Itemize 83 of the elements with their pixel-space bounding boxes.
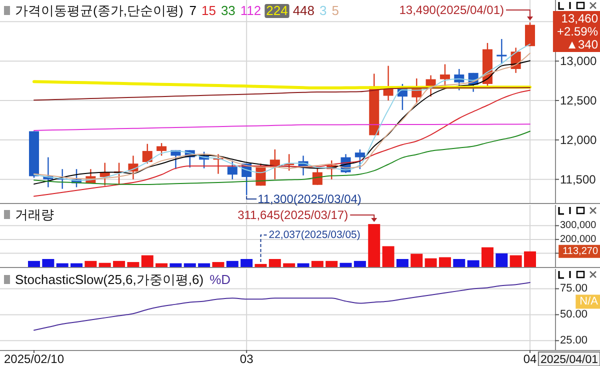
candlestick [496, 38, 507, 65]
chart-title: 가격이동평균(종가,단순이평) [15, 3, 184, 18]
bar [254, 264, 267, 267]
bar [70, 263, 83, 267]
line-series [32, 80, 532, 90]
y-tick-label: 12,000 [560, 132, 598, 147]
x-tick-label: 04 [523, 352, 537, 366]
bar [226, 260, 238, 267]
bar [28, 260, 40, 267]
bar [396, 259, 408, 267]
bar [438, 257, 451, 267]
bar [127, 262, 140, 267]
bar [240, 259, 253, 267]
x-tick-label: 2025/02/10 [4, 352, 64, 366]
line-series [34, 87, 530, 101]
y-tick-label: 300,000 [560, 220, 597, 232]
bar [42, 259, 54, 267]
y-tick-label: 50.00 [560, 308, 588, 321]
bar [311, 260, 324, 267]
bar [481, 247, 494, 267]
y-tick-label: 25.00 [560, 334, 588, 347]
bar [340, 262, 352, 267]
candlestick [354, 148, 365, 170]
bar [382, 246, 394, 267]
candlestick [312, 166, 322, 186]
bar [368, 224, 380, 267]
bar [510, 255, 522, 267]
candlestick [426, 74, 436, 98]
line-series [34, 130, 530, 185]
bar [156, 263, 168, 267]
text: ▲340 [566, 38, 598, 52]
candlestick [156, 142, 167, 156]
text: 2025/04/01 [540, 354, 598, 366]
text: 224 [266, 3, 288, 18]
bar [297, 263, 310, 267]
series-label: %D [210, 272, 231, 287]
bar [113, 260, 126, 267]
text: 7 [189, 3, 197, 18]
bar [268, 259, 281, 267]
text: 13,460 [561, 12, 598, 26]
bar [524, 251, 536, 267]
text: 15 [202, 3, 216, 18]
bar [354, 260, 366, 267]
text: N/A [580, 296, 599, 308]
y-tick-label: 11,500 [560, 172, 596, 186]
y-tick-label: 75.00 [560, 282, 588, 295]
bar [212, 262, 224, 267]
bar [184, 263, 196, 267]
text: 3 [320, 3, 327, 18]
text: 5 [332, 3, 339, 18]
candlestick [525, 22, 535, 47]
y-tick-label: 12,500 [560, 94, 598, 108]
bar [410, 254, 423, 267]
annotation: 311,645(2025/03/17) [238, 208, 348, 222]
text: 113,270 [562, 246, 598, 257]
chart-title: StochasticSlow(25,6,가중이평,6) [15, 272, 204, 287]
text: 112 [240, 3, 262, 18]
chart-title: 거래량 [15, 207, 54, 222]
bar [283, 263, 296, 267]
bar [467, 260, 480, 267]
text: 448 [292, 3, 315, 18]
candlestick [440, 64, 450, 87]
bar [56, 263, 68, 267]
annotation: 13,490(2025/04/01) [399, 3, 504, 17]
annotation: 22,037(2025/03/05) [268, 229, 360, 241]
text: +2.59% [556, 24, 598, 38]
bar [84, 260, 97, 267]
y-tick-label: 13,000 [560, 54, 598, 68]
bar [326, 260, 338, 267]
bar [198, 263, 210, 267]
y-tick-label: 200,000 [560, 234, 597, 245]
bar [170, 263, 182, 267]
text: 33 [220, 3, 236, 18]
bar [141, 255, 154, 267]
candlestick [227, 160, 238, 180]
candlestick [142, 143, 152, 164]
x-tick-label: 03 [240, 352, 254, 366]
line-series [34, 124, 530, 131]
bar [453, 259, 466, 267]
bar [496, 253, 508, 267]
annotation: 11,300(2025/03/04) [258, 192, 362, 206]
bar [424, 258, 437, 267]
bar [98, 262, 111, 267]
